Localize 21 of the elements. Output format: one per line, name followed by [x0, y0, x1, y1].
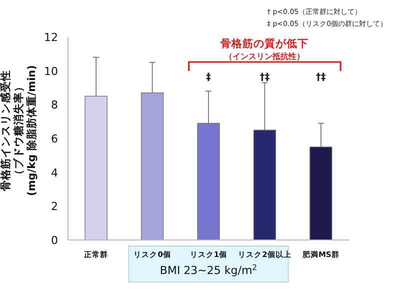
- bar: [84, 96, 108, 240]
- y-axis-title: 骨格筋インスリン感受性: [0, 70, 12, 191]
- y-tick-label: 8: [51, 98, 58, 112]
- text: （ブドウ糖消失率）: [12, 81, 25, 180]
- y-tick-label: 12: [44, 30, 58, 44]
- text: BMI 23~25 kg/m$^{2}$: [160, 262, 258, 277]
- annotation: †‡: [316, 72, 326, 83]
- annotation: ‡: [206, 72, 211, 83]
- bar: [197, 122, 220, 240]
- y-tick-label: 10: [44, 64, 58, 78]
- text: (mg/kg 除脂肪体重/min): [25, 65, 38, 196]
- annotation: （インスリン抵抗性）: [224, 52, 305, 61]
- y-tick-label: 0: [51, 234, 58, 246]
- annotation: 骨格筋の質が低下: [220, 37, 309, 50]
- bar: [253, 130, 276, 240]
- y-tick-label: 6: [51, 132, 58, 145]
- y-tick-label: 4: [51, 166, 58, 179]
- bar: [140, 92, 164, 240]
- bar: [310, 146, 332, 240]
- y-tick-label: 2: [51, 200, 58, 213]
- annotation: †‡: [260, 72, 270, 83]
